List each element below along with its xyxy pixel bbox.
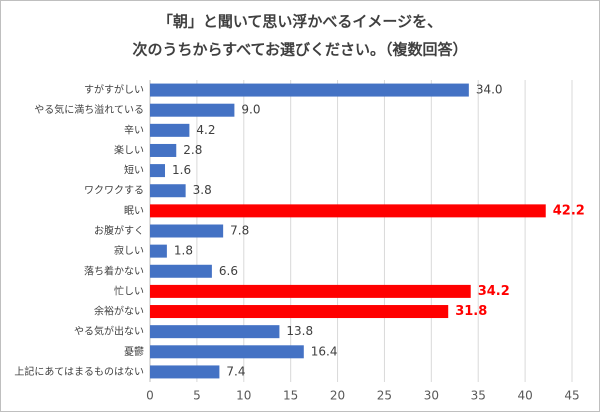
y-tick-label: お腹がすく <box>94 224 144 237</box>
bar <box>150 184 186 198</box>
bar <box>150 204 546 218</box>
value-label: 1.6 <box>172 163 191 177</box>
bar <box>150 345 304 359</box>
x-tick-label: 15 <box>283 389 298 403</box>
value-label: 7.4 <box>226 364 245 378</box>
value-label: 3.8 <box>193 183 212 197</box>
bar <box>150 103 235 117</box>
y-tick-label: 眠い <box>124 205 144 217</box>
chart-title-line: 「朝」と聞いて思い浮かべるイメージを、 <box>158 13 442 31</box>
y-tick-label: 上記にあてはまるものはない <box>14 365 144 378</box>
bar <box>150 123 190 137</box>
x-tick-label: 0 <box>146 389 154 403</box>
bar <box>150 365 220 379</box>
bar <box>150 305 449 319</box>
y-tick-label: 短い <box>124 164 144 177</box>
value-label: 34.0 <box>476 83 503 97</box>
x-tick-label: 10 <box>236 389 251 403</box>
y-tick-label: やる気に満ち溢れている <box>34 103 144 116</box>
y-tick-label: 辛い <box>124 123 144 136</box>
value-label: 1.8 <box>174 244 193 258</box>
value-label: 4.2 <box>196 123 215 137</box>
x-tick-label: 5 <box>193 389 201 403</box>
x-tick-label: 35 <box>471 389 486 403</box>
y-tick-label: やる気が出ない <box>74 325 144 338</box>
y-tick-label: 落ち着かない <box>84 264 144 277</box>
value-label: 34.2 <box>478 284 510 299</box>
x-tick-label: 40 <box>517 389 532 403</box>
y-tick-label: 寂しい <box>114 244 144 257</box>
x-tick-label: 20 <box>330 389 345 403</box>
value-label: 6.6 <box>219 264 238 278</box>
bar <box>150 164 166 178</box>
bar <box>150 224 224 238</box>
y-tick-label: 余裕がない <box>94 305 144 318</box>
value-label: 9.0 <box>241 103 260 117</box>
y-tick-label: ワクワクする <box>84 185 144 197</box>
value-label: 2.8 <box>183 143 202 157</box>
bar <box>150 83 469 97</box>
y-tick-label: 忙しい <box>114 284 144 297</box>
value-label: 7.8 <box>230 224 249 238</box>
bar <box>150 264 212 278</box>
x-tick-label: 30 <box>424 389 439 403</box>
bar <box>150 284 471 298</box>
bar <box>150 143 177 157</box>
value-label: 16.4 <box>311 344 338 358</box>
value-label: 13.8 <box>286 324 313 338</box>
bar <box>150 325 280 339</box>
chart-title-line: 次のうちからすべてお選びください。（複数回答） <box>132 41 467 59</box>
bar <box>150 244 167 258</box>
value-label: 42.2 <box>553 203 585 218</box>
x-tick-label: 45 <box>564 389 579 403</box>
value-label: 31.8 <box>455 304 487 319</box>
x-tick-label: 25 <box>377 389 392 403</box>
y-tick-label: 憂鬱 <box>124 345 144 358</box>
y-tick-label: 楽しい <box>114 143 144 156</box>
y-tick-label: すがすがしい <box>84 83 144 96</box>
